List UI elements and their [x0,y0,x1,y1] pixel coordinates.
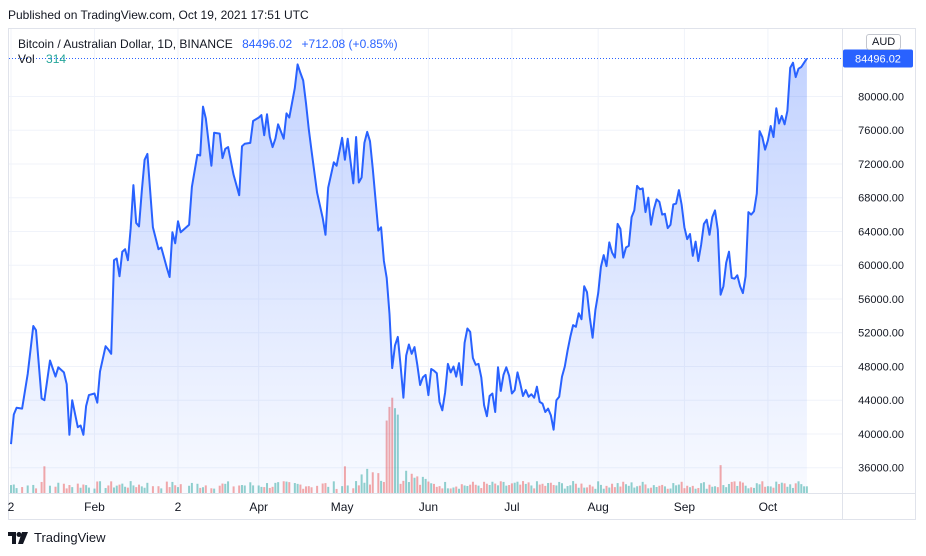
x-tick-label: 2 [175,500,182,514]
y-tick-label: 52000.00 [858,328,904,340]
published-caption: Published on TradingView.com, Oct 19, 20… [8,8,309,22]
x-tick-label: Sep [674,500,696,514]
last-price-badge [843,49,913,68]
y-tick-label: 80000.00 [858,91,904,103]
chart-frame [8,28,916,520]
x-tick-label: Feb [84,500,105,514]
y-tick-label: 36000.00 [858,463,904,475]
tradingview-logo[interactable]: TradingView [8,530,106,545]
last-price: 84496.02 [242,37,293,51]
y-tick-label: 68000.00 [858,193,904,205]
x-tick-label: Jun [419,500,438,514]
x-tick-label: Apr [249,500,268,514]
x-tick-label: Oct [759,500,778,514]
y-tick-label: 48000.00 [858,361,904,373]
x-tick-label: May [331,500,354,514]
brand-name: TradingView [34,530,106,545]
volume-value: 314 [46,52,67,66]
x-tick-label: Aug [587,500,608,514]
y-tick-label: 76000.00 [858,125,904,137]
y-tick-label: 72000.00 [858,159,904,171]
currency-button[interactable]: AUD [866,34,902,50]
volume-label: Vol [18,52,35,66]
volume-legend: Vol 314 [18,52,66,66]
symbol-label: Bitcoin / Australian Dollar, 1D, BINANCE [18,37,233,51]
y-tick-label: 44000.00 [858,395,904,407]
chart-legend: Bitcoin / Australian Dollar, 1D, BINANCE… [18,36,398,52]
y-tick-label: 40000.00 [858,429,904,441]
tradingview-logo-icon [8,531,28,544]
price-area-fill [11,58,807,493]
x-tick-label: Jul [504,500,519,514]
price-line [10,57,808,445]
last-price-badge-label: 84496.02 [855,54,901,66]
price-change: +712.08 (+0.85%) [301,37,398,51]
y-tick-label: 64000.00 [858,226,904,238]
y-tick-label: 60000.00 [858,260,904,272]
x-tick-label: 2 [8,500,15,514]
y-tick-label: 56000.00 [858,294,904,306]
